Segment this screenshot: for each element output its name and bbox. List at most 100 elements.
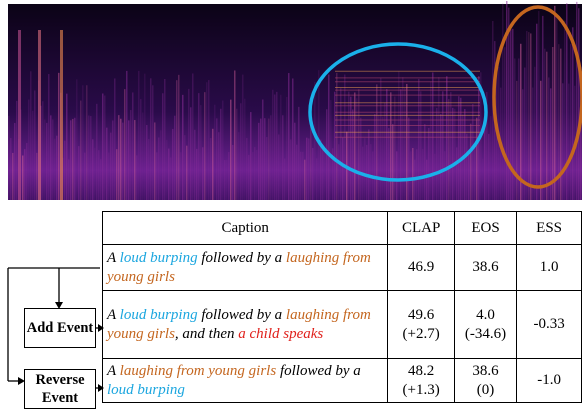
header-cell: Caption <box>103 212 388 245</box>
texture <box>470 124 472 200</box>
texture <box>140 99 142 200</box>
caption-segment: A <box>107 363 120 379</box>
texture <box>374 114 376 200</box>
texture <box>60 30 63 200</box>
texture <box>366 145 368 200</box>
caption-segment: followed by a <box>276 363 361 379</box>
score: (-34.6) <box>459 325 512 344</box>
texture <box>272 90 274 200</box>
texture <box>196 149 198 200</box>
texture <box>246 138 248 200</box>
texture <box>94 148 96 200</box>
texture <box>156 152 158 200</box>
texture <box>206 82 208 200</box>
texture <box>128 120 130 200</box>
texture <box>378 115 380 200</box>
texture <box>502 4 504 200</box>
texture <box>300 152 302 200</box>
texture <box>488 134 490 200</box>
texture <box>208 80 210 200</box>
texture <box>122 123 124 200</box>
texture <box>198 93 200 200</box>
texture <box>174 116 176 200</box>
texture <box>78 146 80 200</box>
texture <box>210 138 212 200</box>
texture <box>72 119 74 200</box>
texture <box>290 139 292 200</box>
texture <box>514 59 516 200</box>
texture <box>340 88 342 200</box>
texture <box>576 2 578 200</box>
texture <box>540 81 542 200</box>
texture <box>200 105 202 200</box>
score: -1.0 <box>521 371 577 390</box>
texture <box>310 124 312 200</box>
texture <box>338 144 340 200</box>
texture <box>572 27 574 200</box>
texture <box>292 78 294 200</box>
texture <box>508 8 510 200</box>
texture <box>426 160 428 200</box>
texture <box>452 108 454 200</box>
texture <box>82 85 84 200</box>
texture <box>168 149 170 200</box>
texture <box>58 73 60 200</box>
texture <box>118 115 120 200</box>
texture <box>74 118 76 200</box>
texture <box>418 79 420 200</box>
texture <box>264 118 266 200</box>
texture <box>160 130 162 200</box>
texture <box>266 137 268 200</box>
texture <box>368 129 370 200</box>
texture <box>284 158 286 200</box>
texture <box>260 119 262 200</box>
score: 1.0 <box>521 258 577 277</box>
texture <box>230 100 232 200</box>
texture <box>562 83 564 200</box>
texture <box>152 85 154 200</box>
texture <box>306 138 308 200</box>
texture <box>242 75 244 200</box>
texture <box>302 152 304 200</box>
texture <box>354 92 356 200</box>
texture <box>364 138 366 200</box>
texture <box>288 73 290 200</box>
texture <box>100 159 102 200</box>
texture <box>384 103 386 200</box>
texture <box>410 151 412 200</box>
caption-segment: a child speaks <box>238 326 323 342</box>
texture <box>342 138 344 200</box>
caption-segment: , and then <box>175 326 238 342</box>
clap-cell: 46.9 <box>388 245 454 291</box>
texture <box>472 104 474 200</box>
texture <box>476 118 478 200</box>
texture <box>96 104 98 200</box>
texture <box>130 110 132 200</box>
texture <box>22 155 24 200</box>
texture <box>44 119 46 200</box>
texture <box>34 90 36 200</box>
texture <box>116 149 118 200</box>
texture <box>126 71 128 200</box>
clap-cell: 48.2(+1.3) <box>388 359 454 403</box>
texture <box>172 129 174 200</box>
texture <box>52 119 54 200</box>
texture <box>304 160 306 200</box>
texture <box>434 154 436 200</box>
texture <box>184 135 186 200</box>
texture <box>436 108 438 200</box>
texture <box>16 101 18 200</box>
texture <box>234 70 236 200</box>
texture <box>190 107 192 200</box>
texture <box>254 147 256 200</box>
texture <box>510 29 512 200</box>
texture <box>166 140 168 200</box>
texture <box>454 109 456 200</box>
texture <box>42 101 44 200</box>
texture <box>388 128 390 200</box>
score: 48.2 <box>392 362 449 381</box>
texture <box>218 132 220 200</box>
texture <box>120 119 122 200</box>
texture <box>294 123 296 200</box>
texture <box>466 134 468 200</box>
